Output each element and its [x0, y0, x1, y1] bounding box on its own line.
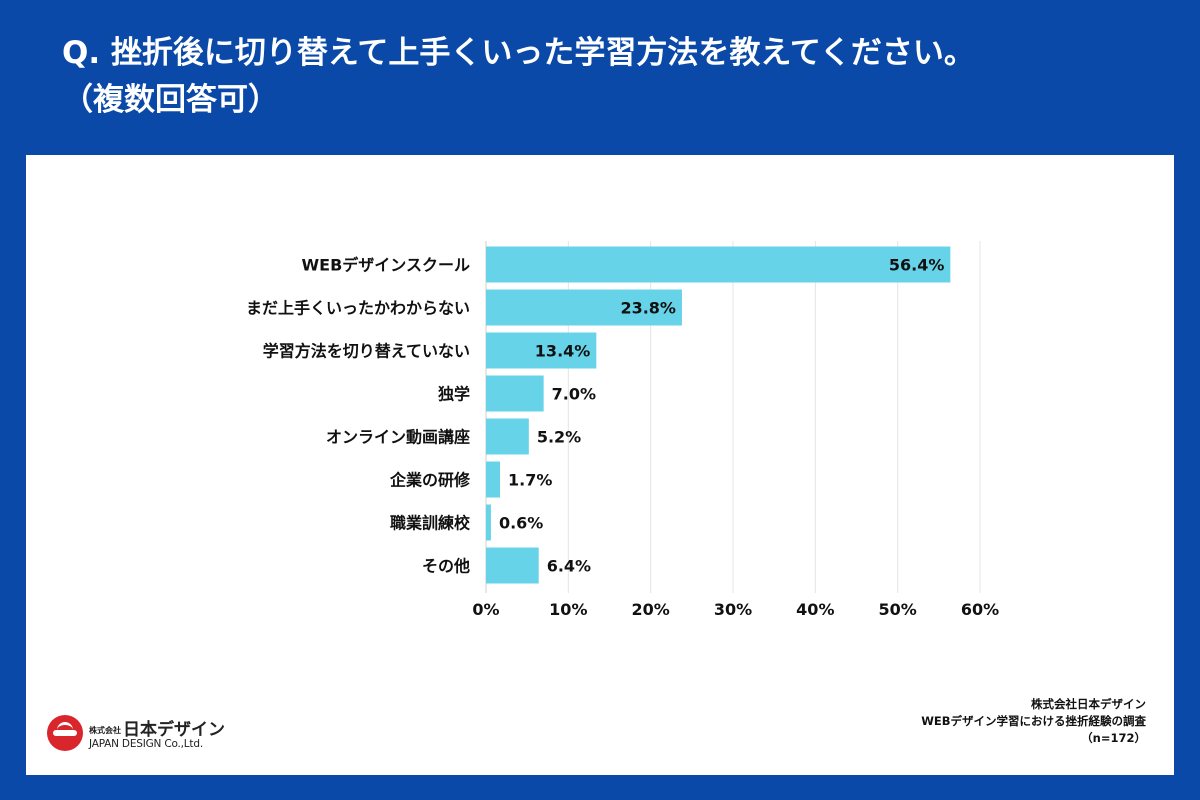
source-survey: WEBデザイン学習における挫折経験の調査 [921, 714, 1146, 728]
bar-7 [486, 547, 539, 584]
x-tick-label-20: 20% [632, 600, 670, 619]
source-sample: （n=172） [1081, 731, 1146, 745]
source-company: 株式会社日本デザイン [1031, 697, 1146, 711]
value-label-2: 13.4% [535, 342, 591, 361]
bar-4 [486, 418, 529, 455]
value-label-6: 0.6% [499, 514, 543, 533]
bar-0 [486, 246, 951, 283]
x-tick-label-0: 0% [472, 600, 499, 619]
logo-mark-icon [47, 715, 83, 751]
logo-name-ja-text: 日本デザイン [123, 720, 225, 740]
value-label-3: 7.0% [552, 385, 596, 404]
bar-chart: 0% 10% 20% 30% 40% 50% 60% WEBデザインスクール 56.4% まだ上手… [246, 241, 999, 619]
x-tick-label-30: 30% [714, 600, 752, 619]
x-tick-label-50: 50% [879, 600, 917, 619]
chart-title: Q. 挫折後に切り替えて上手くいった学習方法を教えてください。 （複数回答可） [62, 30, 975, 124]
bar-5 [486, 461, 500, 498]
category-label-5: 企業の研修 [389, 471, 471, 490]
logo-name-en: JAPAN DESIGN Co.,Ltd. [89, 738, 203, 750]
category-label-4: オンライン動画講座 [326, 428, 470, 447]
value-label-5: 1.7% [508, 471, 552, 490]
value-label-0: 56.4% [889, 256, 945, 275]
chart-panel: 0% 10% 20% 30% 40% 50% 60% WEBデザインスクール 56.4% まだ上手… [26, 155, 1174, 775]
bar-3 [486, 375, 544, 412]
bar-1 [486, 289, 682, 326]
chart-title-line-2: （複数回答可） [62, 82, 279, 118]
company-logo: 株式会社 日本デザイン JAPAN DESIGN Co.,Ltd. [43, 707, 225, 759]
category-label-2: 学習方法を切り替えていない [263, 342, 470, 361]
category-label-0: WEBデザインスクール [302, 256, 470, 275]
category-label-7: その他 [422, 557, 470, 576]
value-label-1: 23.8% [620, 299, 676, 318]
value-label-7: 6.4% [547, 557, 591, 576]
category-label-3: 独学 [438, 385, 470, 404]
logo-name-ja: 株式会社 日本デザイン [89, 715, 225, 740]
bar-6 [486, 504, 491, 541]
x-tick-label-40: 40% [796, 600, 834, 619]
source-note: 株式会社日本デザイン WEBデザイン学習における挫折経験の調査 （n=172） [921, 696, 1146, 747]
x-tick-label-60: 60% [961, 600, 999, 619]
category-label-6: 職業訓練校 [390, 514, 471, 533]
logo-small-text: 株式会社 [89, 725, 121, 735]
chart-title-line-1: Q. 挫折後に切り替えて上手くいった学習方法を教えてください。 [62, 35, 975, 71]
category-label-1: まだ上手くいったかわからない [246, 299, 470, 318]
x-tick-label-10: 10% [549, 600, 587, 619]
bar-2 [486, 332, 597, 369]
value-label-4: 5.2% [537, 428, 581, 447]
